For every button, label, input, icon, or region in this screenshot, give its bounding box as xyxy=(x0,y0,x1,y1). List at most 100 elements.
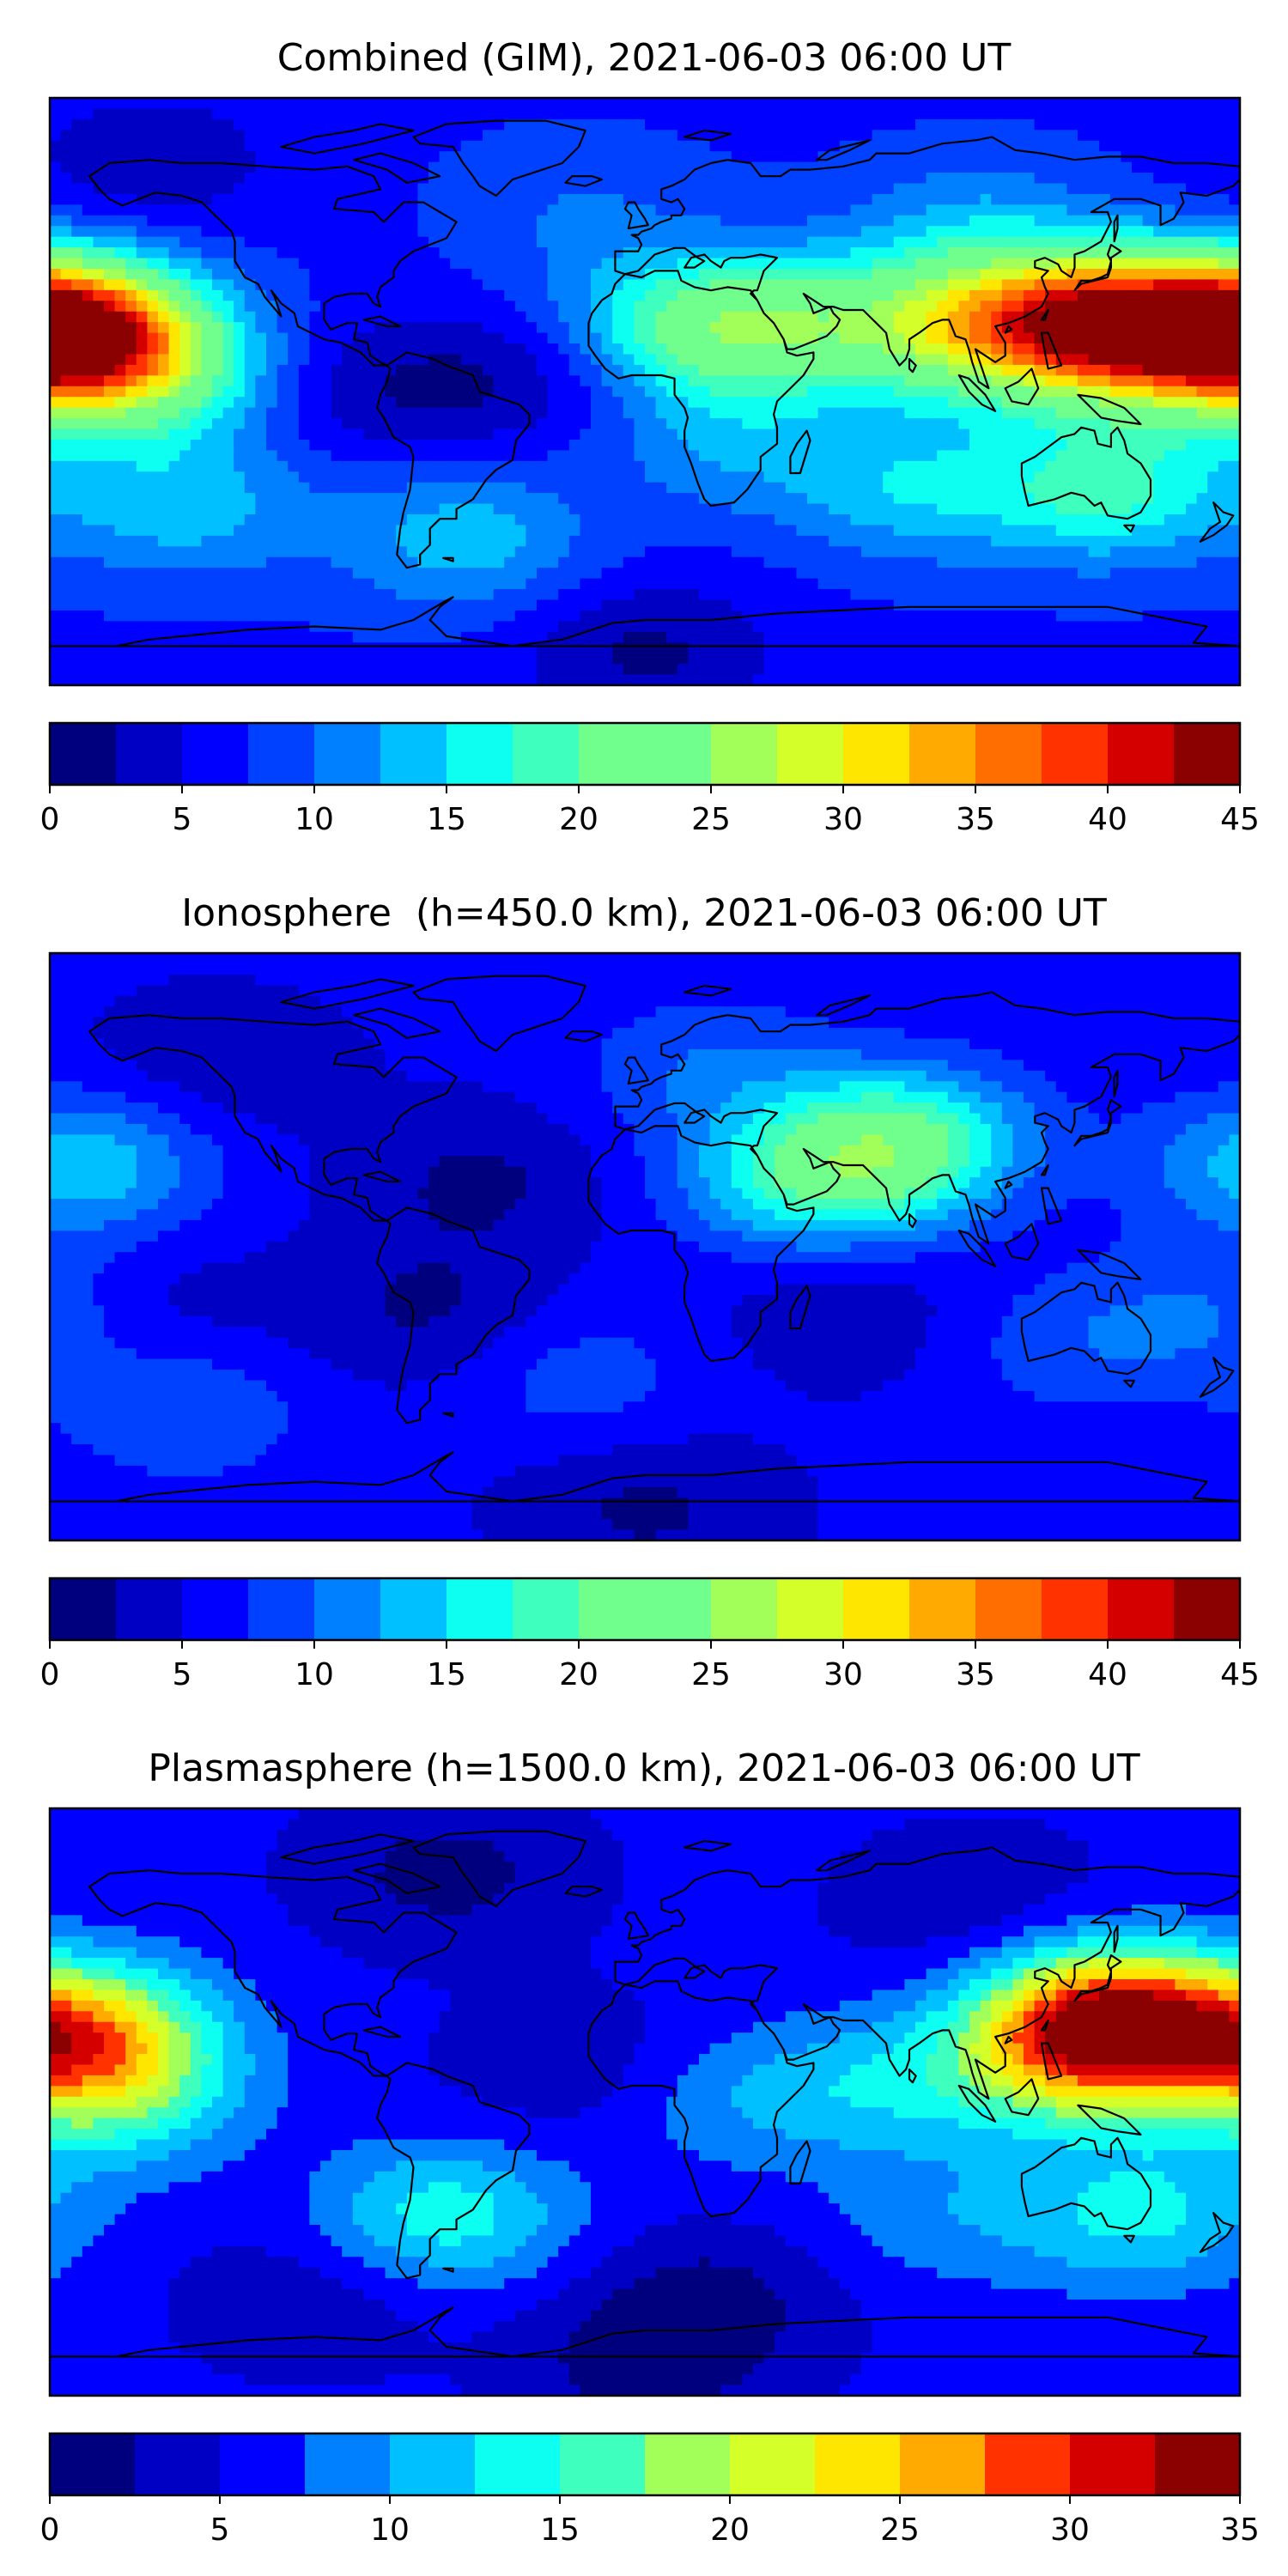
heat-cell xyxy=(288,118,300,131)
heat-cell xyxy=(1024,375,1036,387)
heat-cell xyxy=(125,407,137,419)
heat-cell xyxy=(1142,343,1154,355)
heat-cell xyxy=(1109,183,1121,195)
heat-cell xyxy=(439,289,451,301)
heat-cell xyxy=(623,311,635,323)
heat-cell xyxy=(666,301,678,313)
heat-cell xyxy=(666,535,678,547)
heat-cell xyxy=(417,343,429,355)
heat-cell xyxy=(460,98,472,110)
heat-cell xyxy=(872,161,884,173)
heat-cell xyxy=(937,161,949,173)
heat-cell xyxy=(460,439,472,451)
heat-cell xyxy=(1196,247,1208,259)
heat-cell xyxy=(320,364,332,376)
heat-cell xyxy=(1109,98,1121,110)
heat-cell xyxy=(190,311,202,323)
heat-cell xyxy=(50,301,62,313)
heat-cell xyxy=(71,493,83,505)
heat-cell xyxy=(958,301,970,313)
heat-cell xyxy=(331,546,343,558)
heat-cell xyxy=(60,450,72,462)
heat-cell xyxy=(1153,375,1165,387)
heat-cell xyxy=(331,130,343,142)
heat-cell xyxy=(514,151,526,163)
heat-cell xyxy=(212,140,224,152)
heat-cell xyxy=(1218,514,1230,526)
heat-cell xyxy=(1088,525,1100,537)
heat-cell xyxy=(417,503,429,515)
heat-cell xyxy=(537,226,549,238)
heat-cell xyxy=(417,428,429,440)
heat-cell xyxy=(850,151,862,163)
heat-cell xyxy=(1078,118,1090,131)
heat-cell xyxy=(655,439,667,451)
heat-cell xyxy=(255,108,267,120)
heat-cell xyxy=(266,193,278,205)
heat-cell xyxy=(114,525,126,537)
heat-cell xyxy=(850,428,862,440)
heat-cell xyxy=(288,460,300,472)
heat-cell xyxy=(580,482,592,494)
heat-cell xyxy=(374,471,386,483)
heat-cell xyxy=(1218,98,1230,110)
heat-cell xyxy=(904,407,916,419)
heat-cell xyxy=(537,118,549,131)
heat-cell xyxy=(558,193,570,205)
heat-cell xyxy=(763,258,775,270)
heat-cell xyxy=(1055,397,1067,409)
heat-cell xyxy=(1001,311,1013,323)
heat-cell xyxy=(460,418,472,430)
heat-cell xyxy=(363,108,375,120)
heat-cell xyxy=(136,525,148,537)
heat-cell xyxy=(645,568,657,580)
heat-cell xyxy=(493,450,505,462)
heat-cell xyxy=(1142,151,1154,163)
heat-cell xyxy=(104,247,116,259)
heat-cell xyxy=(363,258,375,270)
heat-cell xyxy=(471,161,483,173)
heat-cell xyxy=(514,343,526,355)
heat-cell xyxy=(861,161,873,173)
heat-cell xyxy=(374,556,386,568)
heat-cell xyxy=(504,439,516,451)
heat-cell xyxy=(580,418,592,430)
heat-cell xyxy=(526,332,538,344)
heat-cell xyxy=(1066,535,1078,547)
heat-cell xyxy=(883,428,895,440)
heat-cell xyxy=(677,386,689,398)
heat-cell xyxy=(1163,546,1176,558)
heat-cell xyxy=(396,226,408,238)
heat-cell xyxy=(731,183,743,195)
heat-cell xyxy=(991,546,1003,558)
heat-cell xyxy=(190,428,202,440)
heat-cell xyxy=(709,525,721,537)
heat-cell xyxy=(514,482,526,494)
heat-cell xyxy=(893,204,905,216)
heat-cell xyxy=(50,311,62,323)
heat-cell xyxy=(775,514,787,526)
heat-cell xyxy=(168,118,180,131)
heat-cell xyxy=(980,151,992,163)
heat-cell xyxy=(1175,439,1187,451)
heat-cell xyxy=(147,428,159,440)
heat-cell xyxy=(471,322,483,334)
heat-cell xyxy=(1132,386,1144,398)
heat-cell xyxy=(1012,226,1024,238)
heat-cell xyxy=(785,130,797,142)
heat-cell xyxy=(872,568,884,580)
heat-cell xyxy=(60,343,72,355)
heat-cell xyxy=(775,535,787,547)
heat-cell xyxy=(1001,183,1013,195)
heat-cell xyxy=(396,268,408,281)
heat-cell xyxy=(1218,556,1230,568)
heat-cell xyxy=(699,568,711,580)
heat-cell xyxy=(93,460,105,472)
heat-cell xyxy=(612,279,624,291)
heat-cell xyxy=(493,108,505,120)
heat-cell xyxy=(1088,301,1100,313)
heat-cell xyxy=(1099,140,1111,152)
heat-cell xyxy=(829,279,841,291)
heat-cell xyxy=(645,514,657,526)
heat-cell xyxy=(926,514,938,526)
